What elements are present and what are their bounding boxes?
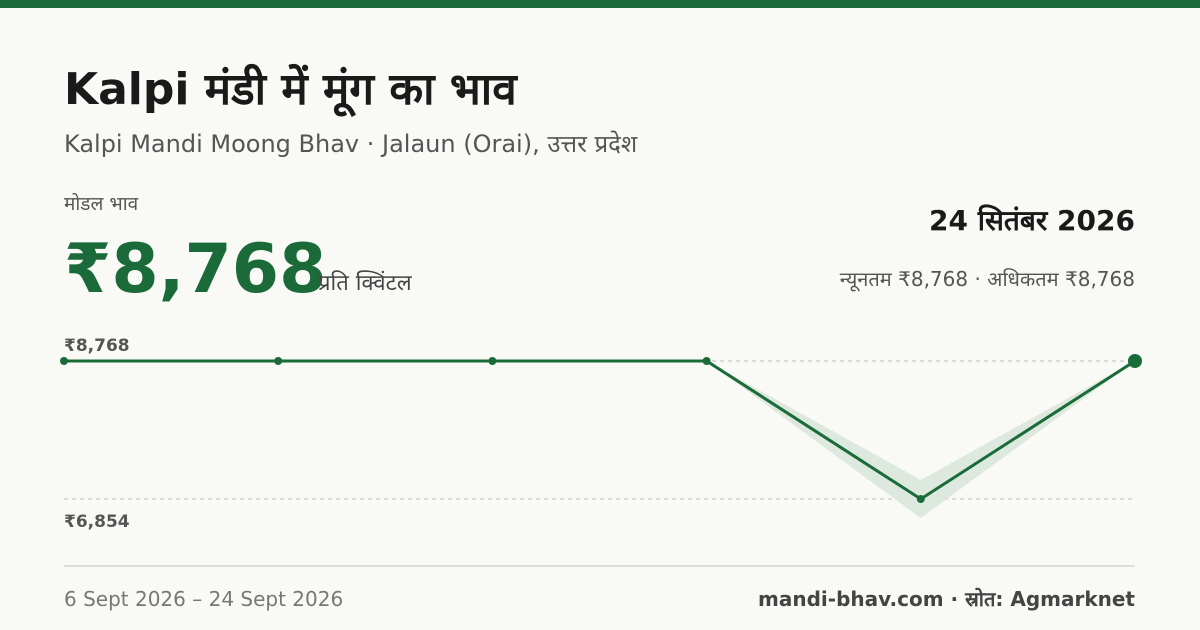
price-line	[64, 359, 1136, 501]
subtitle: Kalpi Mandi Moong Bhav · Jalaun (Orai), …	[64, 130, 638, 158]
y-tick-label: ₹6,854	[64, 512, 130, 532]
range-text: न्यूनतम ₹8,768 · अधिकतम ₹8,768	[840, 267, 1135, 292]
y-tick-label: ₹8,768	[64, 336, 130, 356]
point	[274, 357, 283, 366]
point	[916, 494, 925, 503]
point	[488, 357, 497, 366]
price-label: मोडल भाव	[64, 192, 139, 215]
footer-dates: 6 Sept 2026 – 24 Sept 2026	[64, 587, 343, 611]
unit: प्रति क्विंटल	[318, 270, 413, 296]
point	[60, 357, 68, 366]
date: 24 सितंबर 2026	[929, 204, 1135, 237]
point	[1128, 354, 1142, 369]
point	[702, 357, 711, 366]
price: ₹8,768	[64, 230, 326, 309]
footer-source: mandi-bhav.com · स्रोत: Agmarknet	[758, 587, 1135, 611]
range-band	[64, 361, 1135, 519]
title: Kalpi मंडी में मूंग का भाव	[64, 63, 518, 118]
top-bar	[0, 0, 1200, 8]
